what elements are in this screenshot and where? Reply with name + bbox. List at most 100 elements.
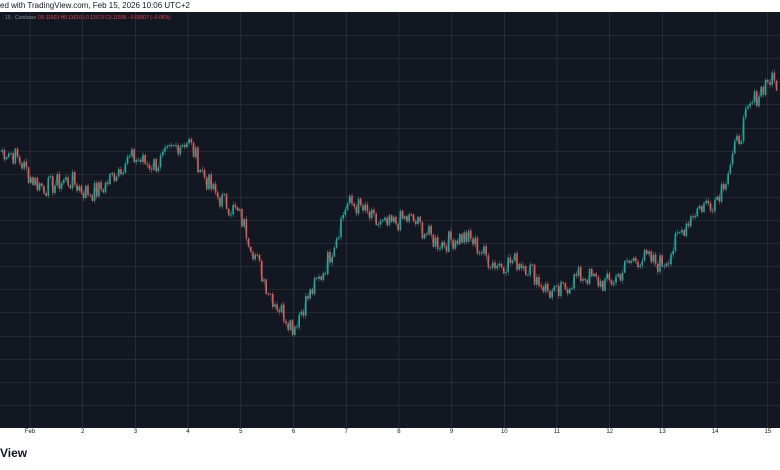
candle-body — [14, 148, 17, 164]
candle-body — [540, 285, 542, 287]
candle-body — [740, 141, 743, 144]
candle-body — [723, 183, 725, 190]
candle-body — [518, 263, 520, 270]
candle-body — [705, 200, 707, 204]
candle-body — [245, 219, 248, 239]
x-axis: Feb 2 3 4 5 6 7 8 9 10 11 12 13 14 15 — [0, 428, 780, 440]
candle-body — [558, 285, 560, 296]
x-tick-label: 9 — [449, 429, 454, 435]
candle-body — [19, 156, 21, 164]
candle-body — [525, 266, 527, 275]
candle-body — [115, 176, 118, 182]
candle-body — [3, 150, 6, 160]
candle-body — [85, 185, 87, 198]
candle-body — [190, 139, 193, 143]
candle-body — [241, 209, 243, 227]
candle-body — [120, 169, 122, 174]
candle-body — [179, 146, 182, 155]
candle-body — [613, 282, 615, 285]
candle-body — [461, 233, 463, 243]
candle-body — [646, 249, 648, 255]
candle-body — [58, 173, 61, 189]
candle-body — [687, 223, 690, 227]
candle-body — [674, 233, 677, 251]
candle-body — [430, 225, 432, 235]
chart-area[interactable]: · 15 · Coinbase O0.11603 H0.11616 L0.115… — [0, 12, 780, 428]
candle-body — [602, 280, 604, 291]
candle-body — [703, 203, 705, 212]
candle-body — [208, 174, 210, 190]
candle-body — [98, 182, 100, 197]
candle-body — [406, 216, 408, 222]
x-tick-label: Feb — [24, 429, 36, 435]
candle-body — [274, 304, 276, 307]
candle-body — [173, 145, 175, 147]
price-chart[interactable] — [0, 12, 780, 428]
candle-body — [82, 192, 85, 198]
candle-body — [41, 183, 43, 186]
legend-symbol: · 15 · Coinbase — [2, 15, 37, 21]
x-tick-label: 4 — [186, 429, 190, 435]
candle-body — [309, 289, 311, 299]
candle-body — [562, 282, 564, 284]
candle-body — [335, 238, 338, 248]
candle-body — [432, 234, 435, 247]
candle-body — [368, 211, 371, 219]
candle-body — [177, 145, 179, 155]
candle-body — [109, 174, 111, 185]
candle-body — [736, 135, 738, 141]
candle-body — [283, 304, 285, 322]
candle-body — [30, 177, 32, 183]
candle-body — [212, 183, 215, 190]
candle-body — [628, 260, 630, 263]
candle-body — [192, 142, 195, 157]
candle-body — [417, 216, 419, 225]
candle-body — [734, 140, 736, 154]
candle-body — [195, 147, 197, 157]
candle-body — [16, 148, 19, 157]
candle-body — [652, 254, 655, 263]
candle-body — [353, 203, 355, 207]
candle-body — [439, 248, 441, 250]
candle-body — [503, 267, 505, 274]
candle-body — [148, 164, 151, 169]
candle-body — [113, 173, 116, 182]
candle-body — [463, 232, 465, 243]
candle-body — [716, 196, 718, 200]
candle-body — [516, 253, 518, 270]
candle-body — [388, 215, 391, 226]
candle-body — [725, 184, 727, 190]
candle-body — [683, 229, 685, 236]
candle-body — [529, 264, 531, 275]
candle-body — [610, 280, 613, 285]
candle-body — [632, 257, 635, 262]
candle-body — [692, 216, 694, 218]
candle-body — [450, 231, 452, 240]
candle-body — [379, 221, 382, 225]
candle-body — [494, 262, 496, 269]
candle-body — [349, 195, 351, 204]
candle-body — [87, 185, 89, 195]
grid — [0, 12, 780, 428]
candle-body — [230, 214, 232, 216]
chart-caption: ed with TradingView.com, Feb 15, 2026 10… — [0, 1, 190, 10]
candle-body — [164, 147, 166, 152]
candle-body — [694, 216, 696, 218]
candle-body — [441, 242, 443, 249]
candle-body — [186, 143, 188, 148]
candle-body — [390, 215, 393, 222]
candle-body — [129, 156, 131, 157]
x-tick-label: 7 — [344, 429, 348, 435]
candle-body — [714, 199, 716, 212]
candle-body — [467, 230, 470, 242]
candle-body — [184, 144, 186, 148]
candle-body — [615, 276, 617, 283]
candle-body — [206, 177, 208, 190]
x-tick-label: 12 — [606, 429, 614, 435]
candle-body — [366, 204, 369, 212]
candle-body — [505, 272, 507, 274]
candle-body — [93, 182, 96, 201]
candle-body — [608, 273, 611, 281]
candle-body — [254, 254, 256, 260]
candle-body — [593, 273, 595, 277]
